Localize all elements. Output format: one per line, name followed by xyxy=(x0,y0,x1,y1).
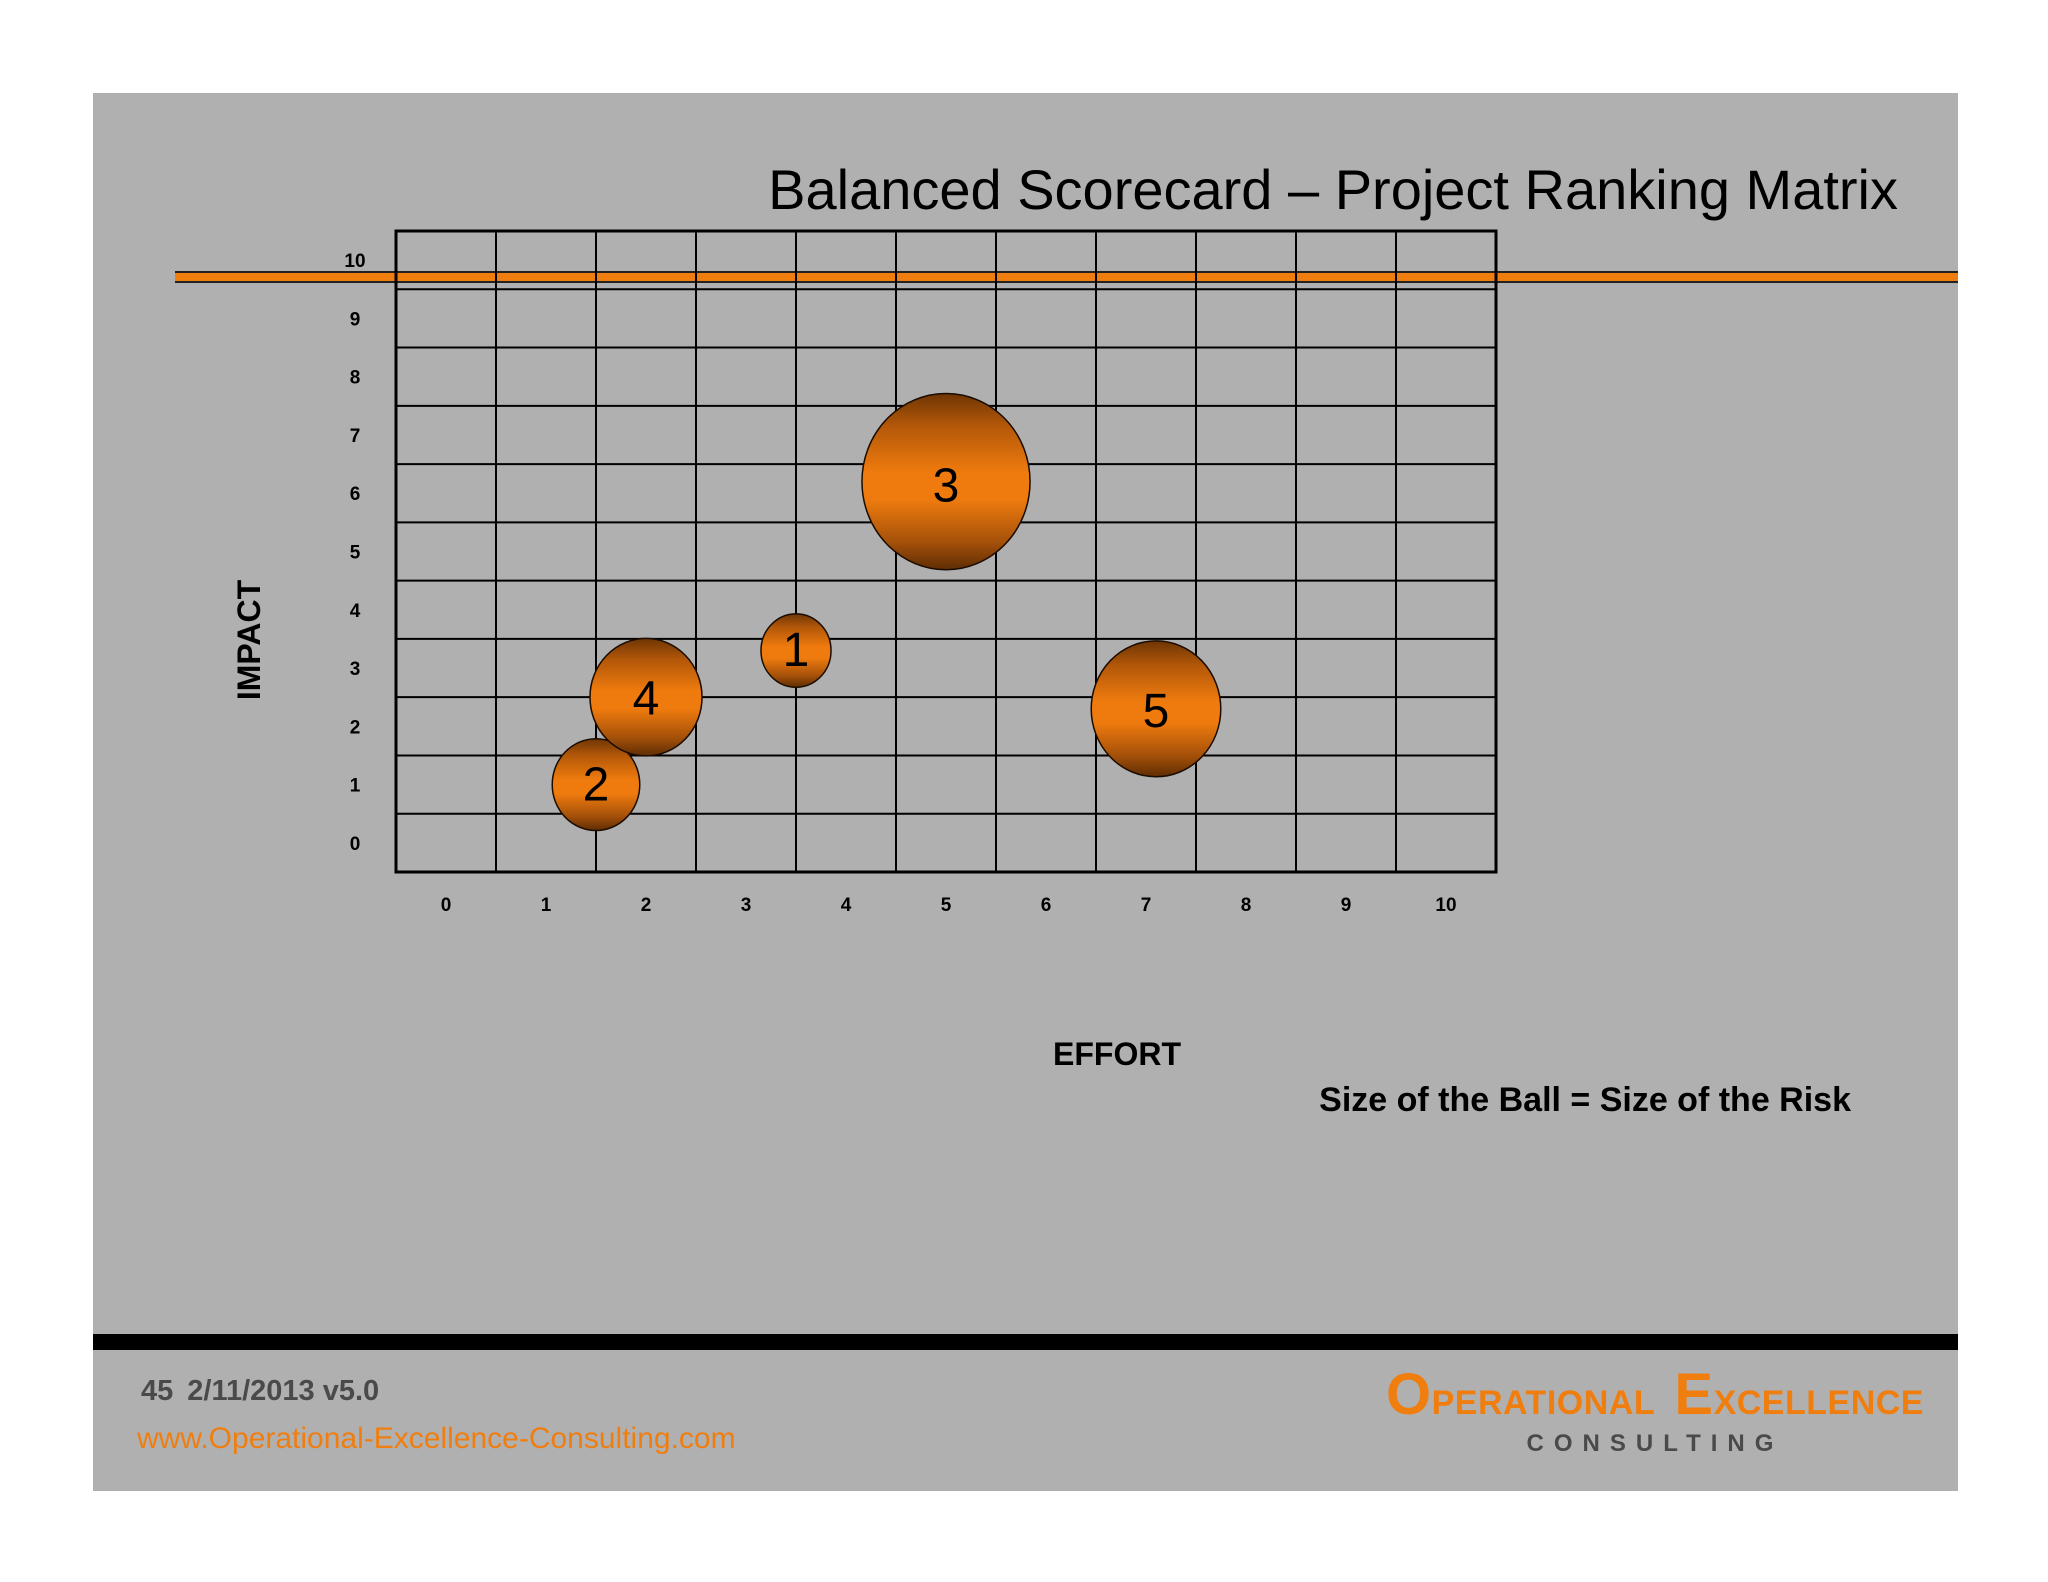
y-tick-label: 10 xyxy=(344,251,365,272)
x-tick-label: 0 xyxy=(441,895,452,916)
bubble-circle xyxy=(551,737,641,832)
website-url[interactable]: www.Operational-Excellence-Consulting.co… xyxy=(137,1422,736,1455)
slide: Balanced Scorecard – Project Ranking Mat… xyxy=(93,93,1958,1491)
bubble-project-5: 5 xyxy=(1090,640,1222,778)
slide-title: Balanced Scorecard – Project Ranking Mat… xyxy=(768,158,1898,221)
bubble-project-3: 3 xyxy=(861,392,1031,571)
company-logo: OPERATIONAL EXCELLENCE CONSULTING xyxy=(1386,1361,1924,1458)
logo-word-2: XCELLENCE xyxy=(1713,1384,1924,1422)
bubble-label: 2 xyxy=(583,759,610,812)
x-tick-label: 7 xyxy=(1141,895,1152,916)
bubble-project-1: 1 xyxy=(760,613,832,689)
bubble-circle xyxy=(760,613,832,689)
bubble-project-4: 4 xyxy=(589,637,703,757)
x-axis-label: EFFORT xyxy=(1053,1036,1181,1072)
logo-subtitle: CONSULTING xyxy=(1526,1430,1784,1457)
page-number: 45 xyxy=(141,1375,174,1407)
y-tick-label: 0 xyxy=(350,834,361,855)
logo-initial-e: E xyxy=(1674,1362,1714,1427)
y-tick-label: 6 xyxy=(350,484,361,505)
page-info: 45 2/11/2013 v5.0 xyxy=(141,1375,393,1408)
y-tick-label: 1 xyxy=(350,776,361,797)
title-divider xyxy=(175,271,1958,283)
bubble-label: 1 xyxy=(783,624,810,677)
y-tick-label: 9 xyxy=(350,309,361,330)
y-tick-label: 3 xyxy=(350,659,361,680)
plot-frame xyxy=(394,229,1498,874)
y-axis-label: IMPACT xyxy=(231,579,267,700)
y-tick-label: 8 xyxy=(350,368,361,389)
x-tick-label: 8 xyxy=(1241,895,1252,916)
y-tick-label: 7 xyxy=(350,426,361,447)
x-tick-label: 1 xyxy=(541,895,552,916)
bubble-circle xyxy=(861,392,1031,571)
x-tick-label: 4 xyxy=(841,895,852,916)
bubble-circle xyxy=(589,637,703,757)
y-tick-label: 2 xyxy=(350,717,361,738)
footer-divider xyxy=(93,1334,1958,1350)
logo-word-1: PERATIONAL xyxy=(1431,1384,1655,1422)
x-tick-label: 3 xyxy=(741,895,752,916)
y-tick-label: 5 xyxy=(350,543,361,564)
bubble-label: 5 xyxy=(1143,685,1170,738)
logo-initial-o: O xyxy=(1385,1362,1432,1427)
y-axis-ticks: 0 1 2 3 4 5 6 7 8 9 10 xyxy=(344,251,365,855)
x-tick-label: 9 xyxy=(1341,895,1352,916)
x-tick-label: 6 xyxy=(1041,895,1052,916)
bubbles: 1 2 3 4 5 xyxy=(551,392,1222,832)
y-tick-label: 4 xyxy=(350,601,361,622)
bubble-label: 3 xyxy=(933,460,960,513)
bubble-project-2: 2 xyxy=(551,737,641,832)
bubble-label: 4 xyxy=(633,673,660,726)
bubble-size-note: Size of the Ball = Size of the Risk xyxy=(1319,1081,1851,1119)
bubble-circle xyxy=(1090,640,1222,778)
date-version: 2/11/2013 v5.0 xyxy=(187,1375,380,1407)
x-tick-label: 10 xyxy=(1435,895,1456,916)
x-axis-ticks: 0 1 2 3 4 5 6 7 8 9 10 xyxy=(441,895,1457,916)
x-tick-label: 5 xyxy=(941,895,952,916)
x-tick-label: 2 xyxy=(641,895,652,916)
